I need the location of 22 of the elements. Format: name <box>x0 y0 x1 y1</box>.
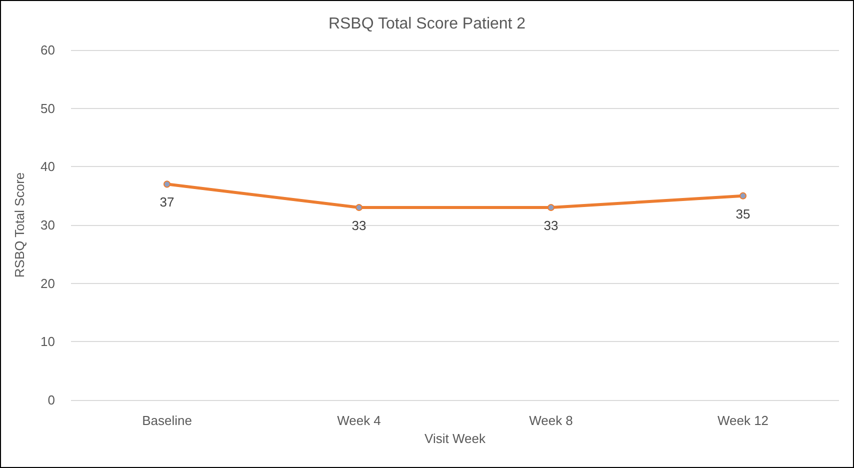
y-tick-label: 20 <box>40 276 55 291</box>
data-label: 35 <box>736 206 750 222</box>
y-tick-label: 10 <box>40 334 55 350</box>
chart-title: RSBQ Total Score Patient 2 <box>328 16 526 32</box>
x-tick-label: Week 8 <box>529 413 573 428</box>
y-tick-label: 30 <box>40 218 55 232</box>
x-tick-label: Week 4 <box>337 413 381 428</box>
point <box>548 204 554 211</box>
x-axis-title: Visit Week <box>424 430 486 446</box>
point <box>356 204 362 211</box>
point <box>164 180 170 188</box>
x-tick-label: Baseline <box>142 413 192 428</box>
y-tick-label: 40 <box>40 159 55 174</box>
data-label: 33 <box>544 218 558 233</box>
y-tick-label: 50 <box>40 100 55 116</box>
point <box>740 192 746 200</box>
data-label: 33 <box>352 218 366 233</box>
y-axis-title: RSBQ Total Score <box>12 172 27 278</box>
x-tick-label: Week 12 <box>717 413 769 428</box>
data-label: 37 <box>160 194 174 210</box>
y-tick-label: 60 <box>40 42 55 58</box>
y-tick-label: 0 <box>48 392 55 408</box>
